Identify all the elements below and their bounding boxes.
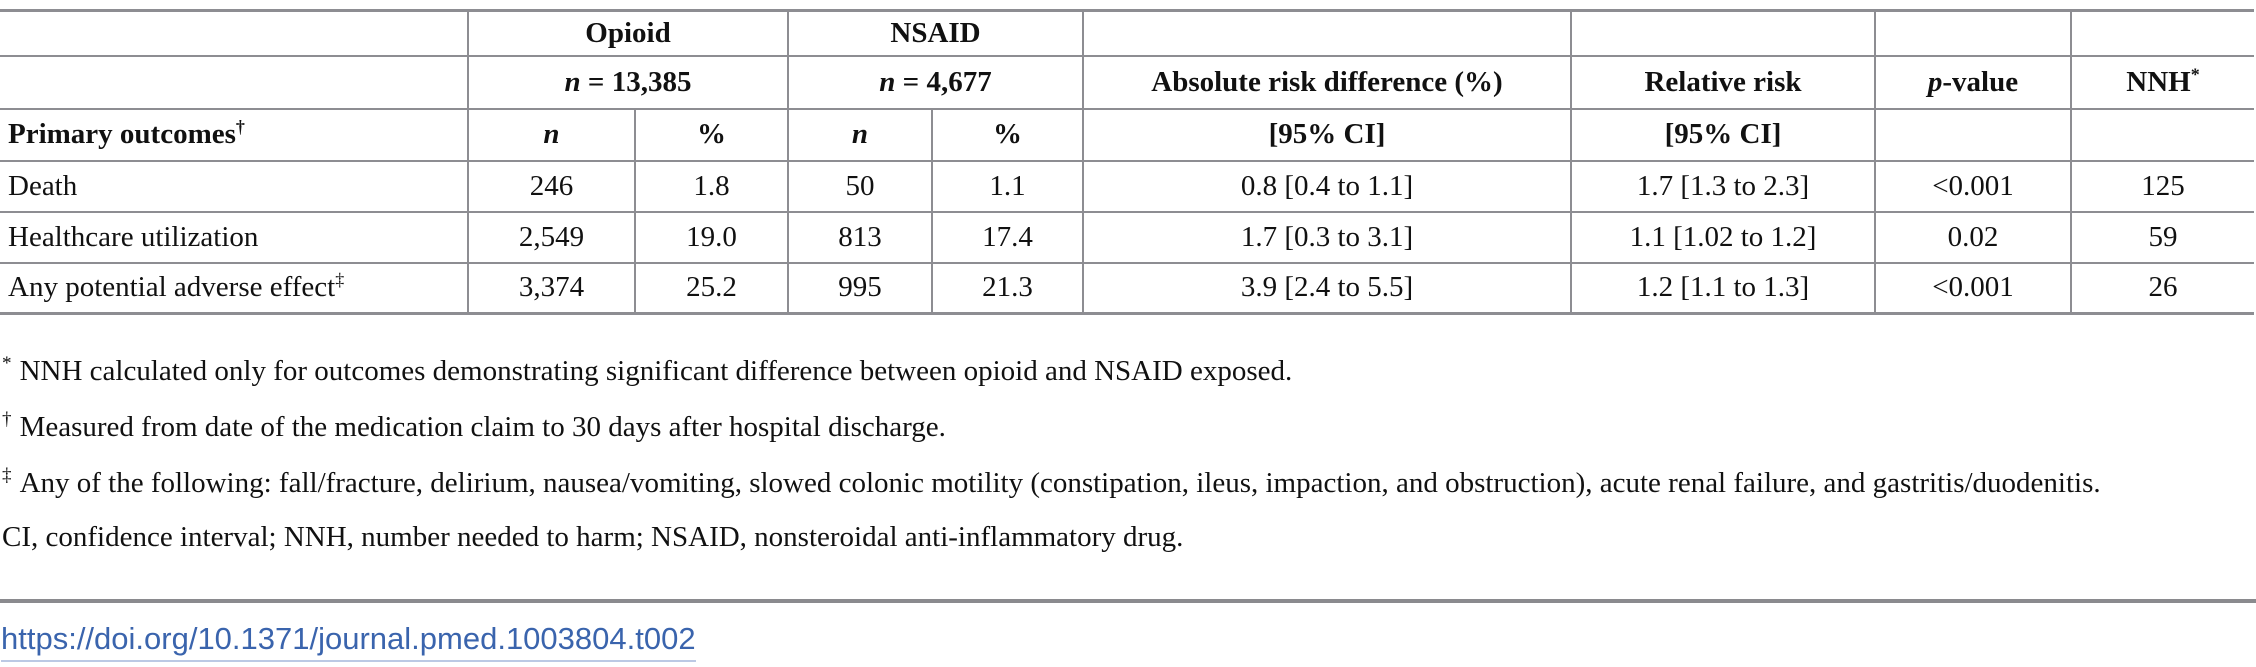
empty-corner-cell [0,9,469,57]
n-header-row: n = 13,385 n = 4,677 Absolute risk diffe… [0,54,2254,110]
nnh-cell: 59 [2070,210,2254,264]
nnh-header: NNH* [2070,54,2254,110]
outcome-cell: Death [0,159,469,213]
nsaid-pct-cell: 1.1 [931,159,1084,213]
empty-cell [0,54,469,110]
empty-cell [1082,9,1572,57]
opioid-pct-cell: 19.0 [634,210,789,264]
relative-risk-header: Relative risk [1570,54,1876,110]
empty-cell [2070,107,2254,162]
rr-ci-subheader: [95% CI] [1570,107,1876,162]
doi-link[interactable]: https://doi.org/10.1371/journal.pmed.100… [1,621,696,662]
rr-cell: 1.2 [1.1 to 1.3] [1570,261,1876,315]
group-header-row: Opioid NSAID [0,9,2254,57]
opioid-n-subheader: n [467,107,636,162]
nsaid-n-cell: 995 [787,261,933,315]
p-value-header: p-value [1874,54,2072,110]
rr-cell: 1.7 [1.3 to 2.3] [1570,159,1876,213]
opioid-n-cell: 2,549 [467,210,636,264]
primary-outcomes-header: Primary outcomes† [0,107,469,162]
opioid-pct-cell: 25.2 [634,261,789,315]
nsaid-group-header: NSAID [787,9,1084,57]
figure-divider-rule [0,599,2256,603]
outcomes-table: Opioid NSAID n = 13,385 n = 4,677 Absolu… [0,9,2254,315]
p-value-cell: 0.02 [1874,210,2072,264]
nsaid-n-header: n = 4,677 [787,54,1084,110]
empty-cell [1570,9,1876,57]
nsaid-n-cell: 813 [787,210,933,264]
p-value-cell: <0.001 [1874,159,2072,213]
ard-cell: 1.7 [0.3 to 3.1] [1082,210,1572,264]
footnote-measured: † Measured from date of the medication cl… [2,409,946,443]
empty-cell [2070,9,2254,57]
rr-cell: 1.1 [1.02 to 1.2] [1570,210,1876,264]
table-row-death: Death 246 1.8 50 1.1 0.8 [0.4 to 1.1] 1.… [0,159,2254,213]
empty-cell [1874,107,2072,162]
table-row-healthcare-utilization: Healthcare utilization 2,549 19.0 813 17… [0,210,2254,264]
footnote-adverse-effects: ‡ Any of the following: fall/fracture, de… [2,465,2101,499]
outcome-cell: Any potential adverse effect‡ [0,261,469,315]
ard-ci-subheader: [95% CI] [1082,107,1572,162]
opioid-pct-subheader: % [634,107,789,162]
outcome-cell: Healthcare utilization [0,210,469,264]
nsaid-pct-subheader: % [931,107,1084,162]
absolute-risk-difference-header: Absolute risk difference (%) [1082,54,1572,110]
ard-cell: 3.9 [2.4 to 5.5] [1082,261,1572,315]
sub-header-row: Primary outcomes† n % n % [95% CI] [95% … [0,107,2254,162]
ard-cell: 0.8 [0.4 to 1.1] [1082,159,1572,213]
opioid-group-header: Opioid [467,9,789,57]
footnote-nnh: * NNH calculated only for outcomes demons… [2,353,1293,387]
footnote-abbreviations: CI, confidence interval; NNH, number nee… [2,521,1184,553]
nsaid-n-subheader: n [787,107,933,162]
nsaid-pct-cell: 21.3 [931,261,1084,315]
table-row-any-potential-adverse-effect: Any potential adverse effect‡ 3,374 25.2… [0,261,2254,315]
opioid-n-header: n = 13,385 [467,54,789,110]
opioid-n-cell: 3,374 [467,261,636,315]
table-footnotes: * NNH calculated only for outcomes demons… [2,349,2242,559]
opioid-n-cell: 246 [467,159,636,213]
empty-cell [1874,9,2072,57]
nnh-cell: 26 [2070,261,2254,315]
nsaid-n-cell: 50 [787,159,933,213]
nnh-cell: 125 [2070,159,2254,213]
p-value-cell: <0.001 [1874,261,2072,315]
nsaid-pct-cell: 17.4 [931,210,1084,264]
opioid-pct-cell: 1.8 [634,159,789,213]
